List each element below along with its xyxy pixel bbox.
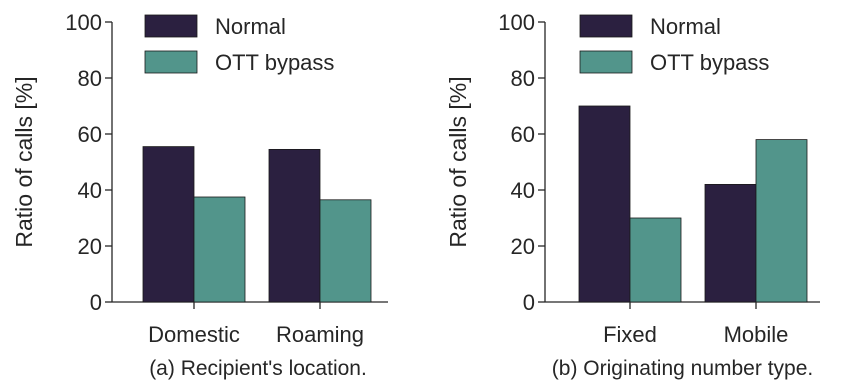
panel-b-legend-swatch-1	[579, 50, 633, 74]
panel-a-y-tick-label: 60	[78, 122, 102, 147]
panel-b-y-tick-label: 80	[511, 66, 535, 91]
panel-a-y-tick-label: 40	[78, 178, 102, 203]
panel-b-x-tick-label: Mobile	[724, 322, 789, 347]
panel-a-y-tick-label: 100	[65, 10, 102, 35]
panel-b-bar-fixed-0	[578, 105, 631, 303]
panel-b-x-tick-label: Fixed	[603, 322, 657, 347]
panel-b-legend-label-0: Normal	[650, 14, 721, 39]
panel-a-bar-roaming-0	[268, 148, 321, 303]
panel-a-y-tick-label: 80	[78, 66, 102, 91]
panel-a-y-axis-label: Ratio of calls [%]	[11, 76, 37, 247]
panel-b-bar-fixed-1	[629, 217, 682, 303]
panel-a-bar-domestic-0	[142, 146, 195, 303]
panel-a-y-tick-label: 20	[78, 234, 102, 259]
panel-a-y-tick-label: 0	[90, 290, 102, 315]
panel-b-y-tick-label: 0	[523, 290, 535, 315]
panel-b-y-tick-label: 100	[498, 10, 535, 35]
panel-b-y-tick-label: 60	[511, 122, 535, 147]
panel-b-y-tick-label: 20	[511, 234, 535, 259]
panel-b-legend-label-1: OTT bypass	[650, 50, 769, 75]
panel-b-bar-mobile-1	[755, 139, 808, 303]
panel-a-x-tick-label: Domestic	[148, 322, 240, 347]
panel-b-y-tick-label: 40	[511, 178, 535, 203]
panel-a-bar-roaming-1	[319, 199, 372, 303]
panel-a-caption: (a) Recipient's location.	[149, 357, 367, 380]
panel-a-legend-swatch-1	[144, 50, 198, 74]
panel-a-legend-swatch-0	[144, 14, 198, 38]
panel-a-legend-label-0: Normal	[215, 14, 286, 39]
panel-a-legend-label-1: OTT bypass	[215, 50, 334, 75]
panel-b-y-axis-label: Ratio of calls [%]	[445, 76, 471, 247]
panel-b-caption: (b) Originating number type.	[552, 357, 813, 380]
panel-a-bar-domestic-1	[193, 196, 246, 303]
panel-a-x-tick-label: Roaming	[276, 322, 364, 347]
panel-b-bar-mobile-0	[704, 183, 757, 303]
panel-b-legend-swatch-0	[579, 14, 633, 38]
